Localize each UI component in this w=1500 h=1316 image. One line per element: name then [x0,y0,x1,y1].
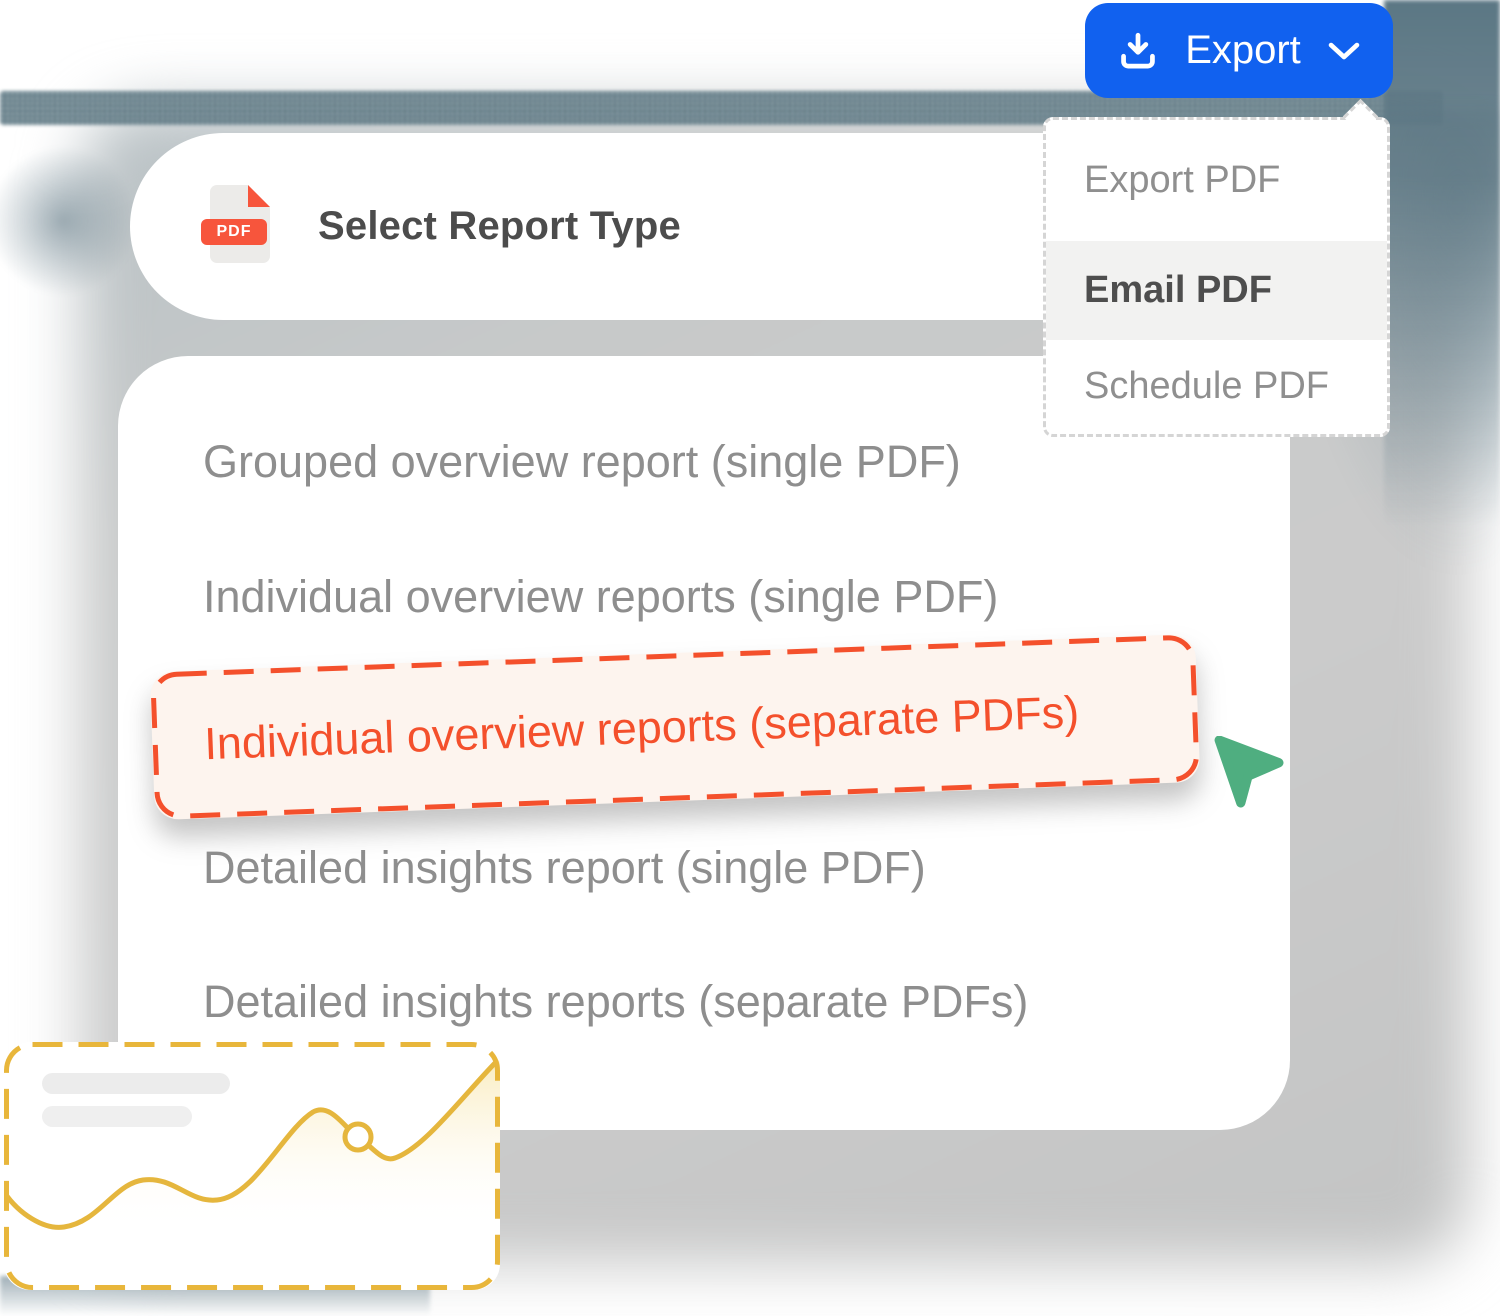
chart-line [4,1059,499,1230]
export-button[interactable]: Export [1085,3,1393,98]
left-noise [0,146,138,296]
menu-item-email-pdf[interactable]: Email PDF [1046,240,1387,340]
page-title: Select Report Type [318,204,681,248]
chart-area [4,1059,500,1290]
skeleton-text-bar [42,1106,192,1127]
pdf-badge-label: PDF [216,223,252,240]
report-option-label: Detailed insights report (single PDF) [203,842,926,893]
report-option-label: Detailed insights reports (separate PDFs… [203,976,1029,1027]
pdf-badge: PDF [201,219,267,245]
menu-item-schedule-pdf[interactable]: Schedule PDF [1046,340,1387,434]
report-option-label: Individual overview reports (single PDF) [203,571,999,622]
menu-item-label: Email PDF [1084,268,1272,311]
report-option-individual-separate[interactable]: Individual overview reports (separate PD… [149,633,1201,821]
export-button-label: Export [1185,28,1301,72]
report-option-individual-single[interactable]: Individual overview reports (single PDF) [203,567,998,627]
chevron-down-icon [1328,42,1360,59]
export-menu: Export PDF Email PDF Schedule PDF [1043,117,1390,437]
dashed-chart-border [4,1042,500,1290]
pdf-file-fold [248,185,270,207]
report-option-grouped-single[interactable]: Grouped overview report (single PDF) [203,432,961,492]
skeleton-text-bar [42,1073,230,1094]
dashed-highlight-border [151,635,1199,819]
pdf-file-icon: PDF [201,185,270,263]
report-option-label: Grouped overview report (single PDF) [203,436,961,487]
top-right-noise [1384,0,1500,600]
menu-item-label: Export PDF [1084,158,1281,201]
sketch-line-chart [4,1042,500,1290]
report-option-detailed-single[interactable]: Detailed insights report (single PDF) [203,838,926,898]
menu-item-export-pdf[interactable]: Export PDF [1046,120,1387,241]
chart-point-marker [342,1121,374,1153]
menu-item-label: Schedule PDF [1084,365,1330,408]
report-option-detailed-separate[interactable]: Detailed insights reports (separate PDFs… [203,972,1028,1032]
sketch-chart-card [4,1042,500,1290]
download-icon [1121,32,1155,68]
chart-area-fill [4,1060,500,1290]
cursor-icon [1214,736,1284,808]
